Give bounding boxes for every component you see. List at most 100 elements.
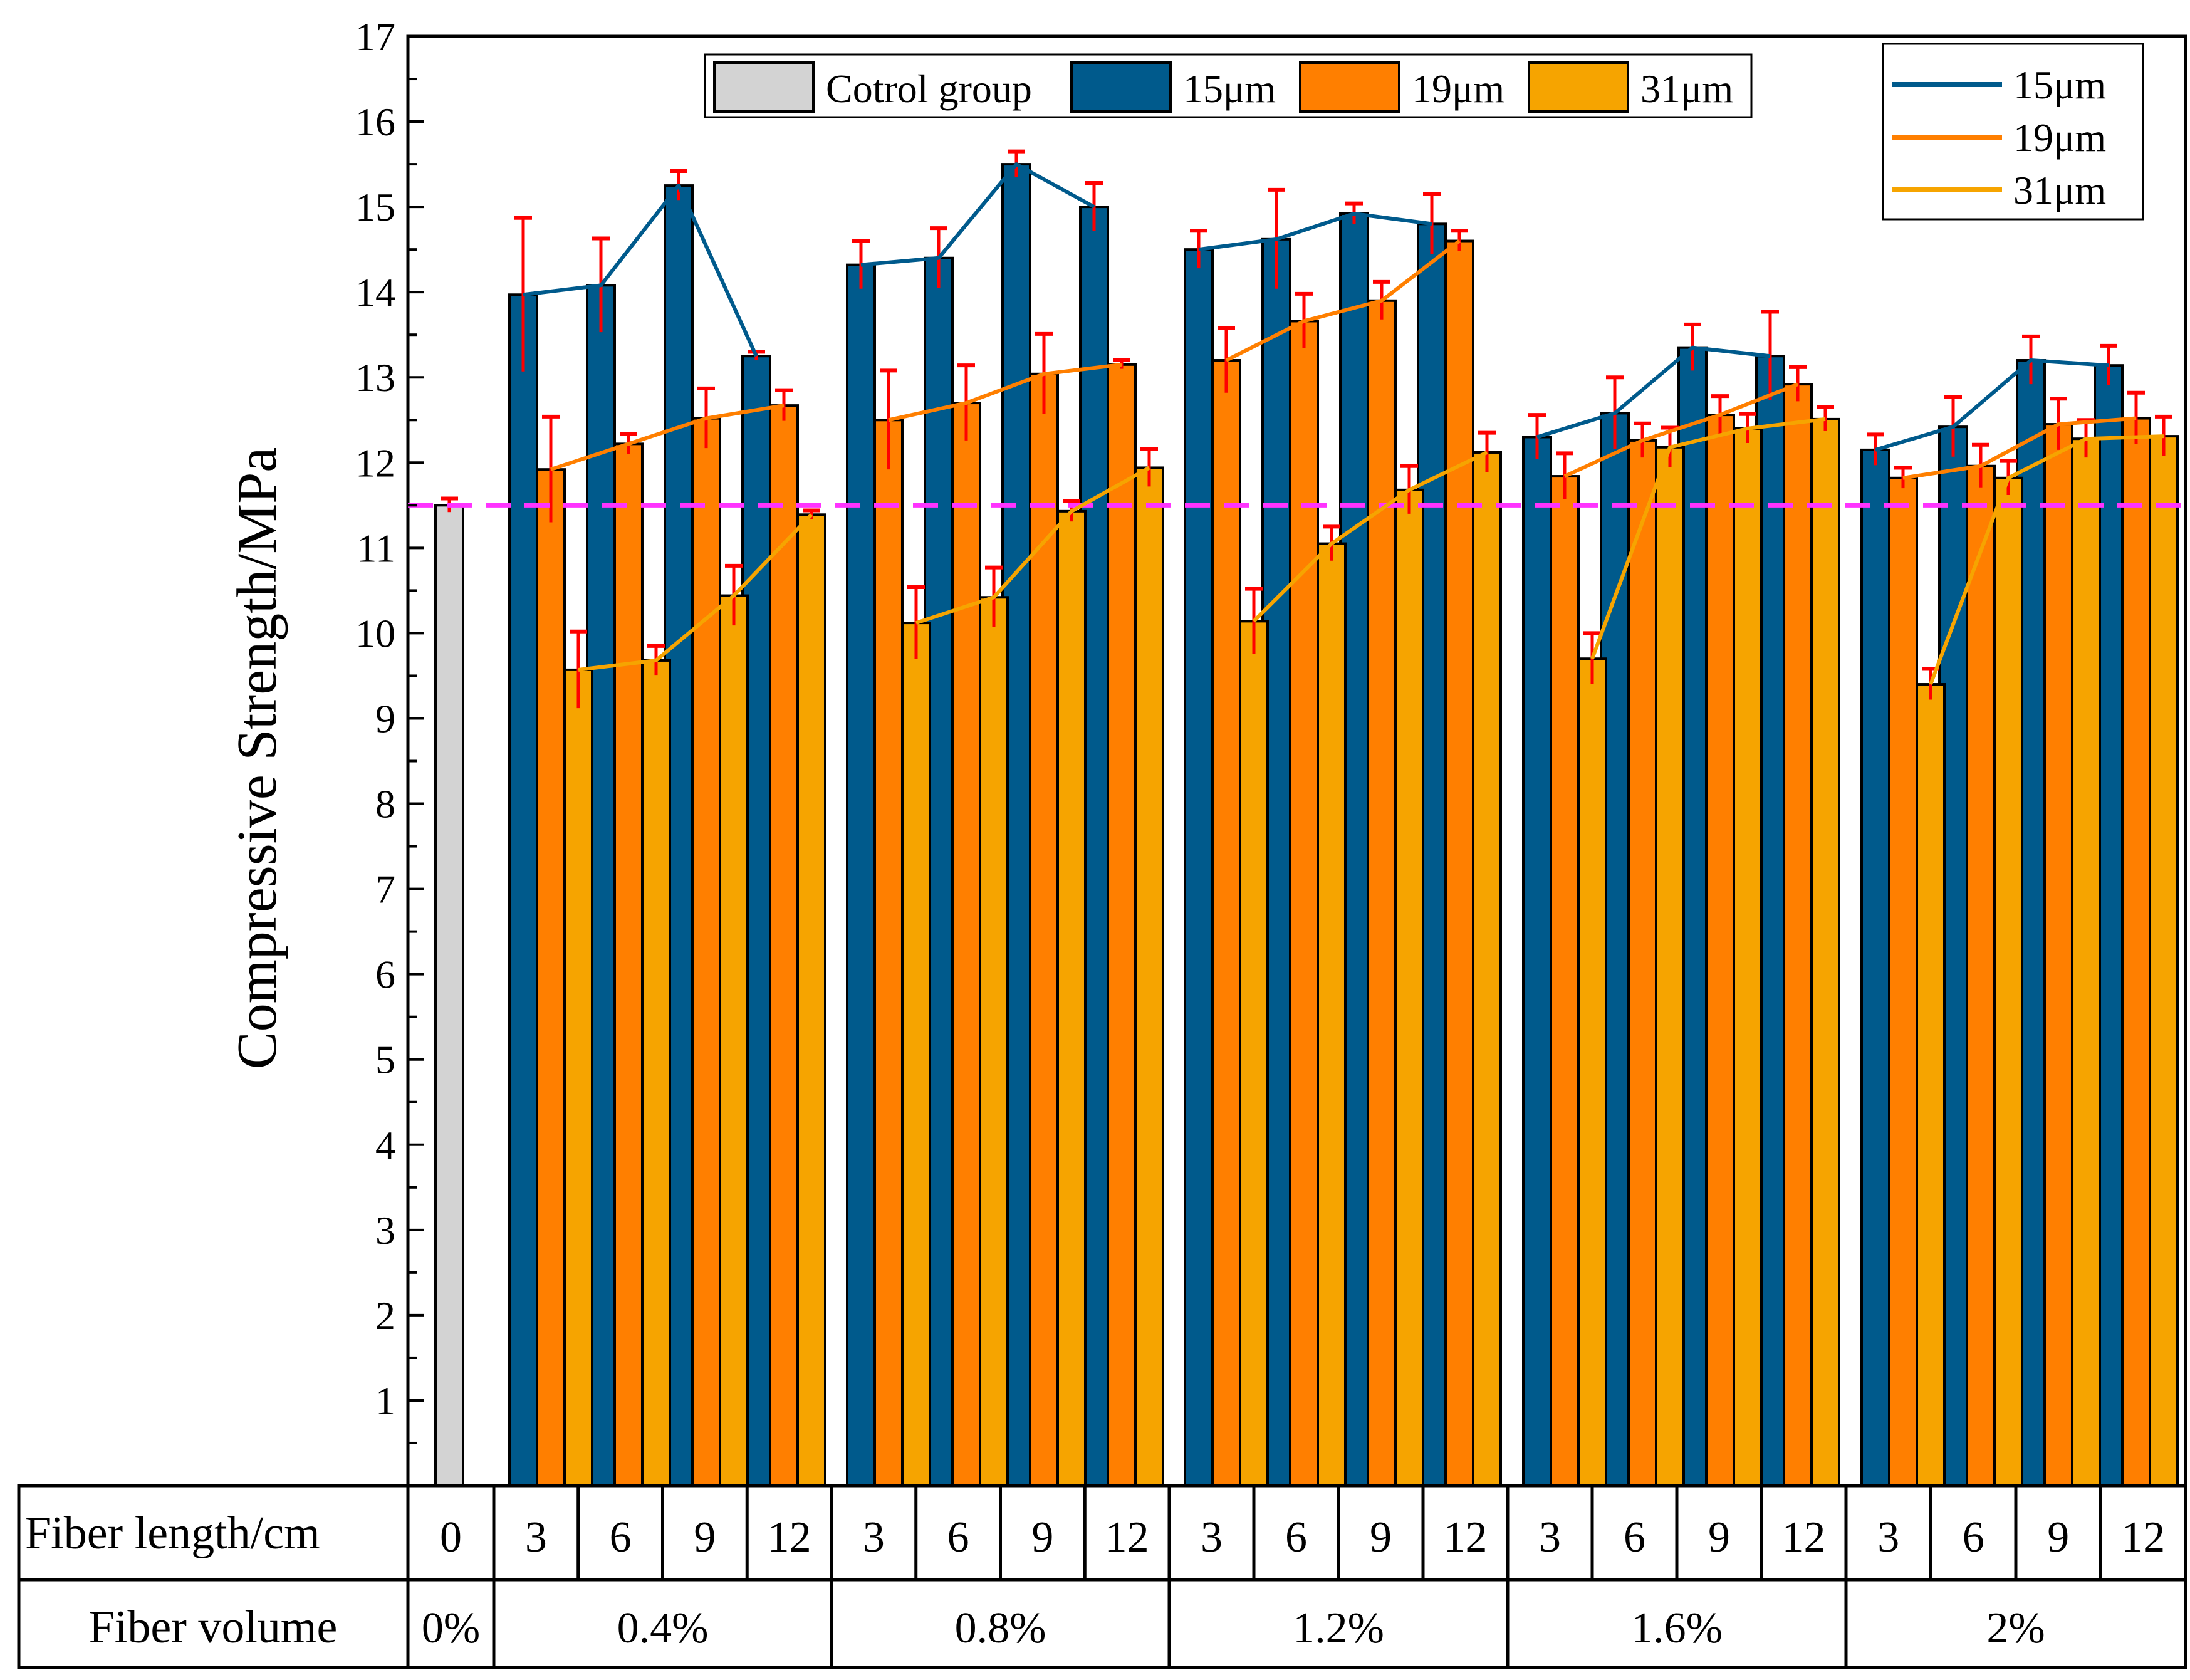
y-tick-label: 12 <box>355 441 395 485</box>
volume-label: 2% <box>1986 1604 2045 1652</box>
y-tick-label: 13 <box>355 355 395 400</box>
bar-19μm-0.8%-12 <box>1107 363 1137 1488</box>
bar-31μm-2%-9 <box>2071 437 2101 1487</box>
y-tick-label: 3 <box>375 1208 395 1253</box>
length-label: 6 <box>1624 1513 1645 1562</box>
error-bar <box>1583 631 1601 685</box>
bar-15μm-0.4%-3 <box>508 293 538 1488</box>
y-tick-label: 10 <box>355 611 395 655</box>
y-tick-label: 11 <box>357 526 395 570</box>
bar-19μm-0.4%-6 <box>613 442 644 1487</box>
bar-19μm-0.8%-6 <box>951 402 981 1487</box>
bar-31μm-2%-6 <box>1993 476 2023 1488</box>
bar-legend-label: 19μm <box>1412 66 1504 111</box>
table-frame <box>17 1484 2187 1669</box>
bar-19μm-2%-12 <box>2121 417 2151 1487</box>
length-label: 6 <box>1963 1513 1984 1562</box>
length-label: 9 <box>2047 1513 2069 1562</box>
bar-19μm-1.6%-9 <box>1705 414 1735 1487</box>
bar-31μm-1.6%-3 <box>1577 657 1607 1487</box>
series-line-19μm-1.2% <box>1225 239 1461 362</box>
bar-19μm-2%-3 <box>1888 476 1918 1488</box>
error-bar <box>2155 414 2172 456</box>
bar-31μm-1.2%-9 <box>1394 488 1424 1488</box>
series-line-31μm-1.6% <box>1590 417 1826 660</box>
bar-19μm-2%-6 <box>1966 464 1996 1487</box>
bar-19μm-1.2%-6 <box>1289 320 1319 1487</box>
bar-19μm-0.4%-3 <box>536 468 566 1487</box>
y-tick-label: 8 <box>375 782 395 827</box>
bar-legend-label: 31μm <box>1640 66 1733 111</box>
bar-31μm-1.6%-6 <box>1655 446 1685 1487</box>
y-tick-label: 15 <box>355 185 395 229</box>
length-label: 12 <box>2121 1513 2165 1562</box>
series-line-15μm-0.8% <box>860 162 1095 267</box>
bar-31μm-2%-3 <box>1916 683 1946 1487</box>
bar-19μm-0.8%-3 <box>873 419 904 1488</box>
line-legend-label: 31μm <box>2013 168 2106 212</box>
bar-legend: Cotrol group 15μm 19μm 31μm <box>704 53 1753 118</box>
volume-label: 0.4% <box>617 1604 709 1652</box>
bar-19μm-1.2%-3 <box>1211 359 1241 1487</box>
length-label: 3 <box>1539 1513 1561 1562</box>
y-tick-label: 17 <box>355 14 395 59</box>
table-row-label: Fiber volume <box>89 1602 338 1653</box>
bar-legend-swatch <box>1070 61 1172 113</box>
bar-31μm-1.2%-12 <box>1472 451 1502 1487</box>
series-line-15μm-2% <box>1875 358 2109 452</box>
bar-31μm-1.6%-12 <box>1810 417 1840 1487</box>
bar-19μm-1.6%-6 <box>1627 439 1657 1487</box>
bar-15μm-0.8%-3 <box>846 263 876 1487</box>
length-label: 12 <box>768 1513 811 1562</box>
series-line-31μm-1.2% <box>1252 451 1488 623</box>
y-tick-label: 2 <box>375 1293 395 1338</box>
line-legend-label: 15μm <box>2013 63 2106 107</box>
bar-19μm-2%-9 <box>2043 423 2073 1487</box>
bar-31μm-0.4%-3 <box>563 668 593 1487</box>
series-line-15μm-1.2% <box>1198 212 1432 252</box>
bar-31μm-1.2%-6 <box>1317 542 1347 1487</box>
length-label: 12 <box>1444 1513 1488 1562</box>
length-label: 3 <box>525 1513 547 1562</box>
bar-31μm-0.4%-12 <box>796 513 826 1487</box>
bar-31μm-1.6%-9 <box>1733 427 1763 1487</box>
length-label: 6 <box>1285 1513 1307 1562</box>
series-line-19μm-0.4% <box>550 404 785 472</box>
length-label: 3 <box>1877 1513 1899 1562</box>
series-line-31μm-0.4% <box>578 513 813 672</box>
bar-legend-swatch <box>713 61 815 113</box>
bar-31μm-0.4%-6 <box>641 659 671 1487</box>
y-tick-label: 4 <box>375 1123 395 1167</box>
series-line-19μm-0.8% <box>888 362 1122 422</box>
volume-label: 1.6% <box>1631 1604 1723 1652</box>
y-tick-label: 1 <box>375 1379 395 1423</box>
length-label: 12 <box>1105 1513 1149 1562</box>
bar-31μm-2%-12 <box>2149 435 2179 1488</box>
bar-19μm-0.4%-9 <box>691 417 721 1487</box>
bar-31μm-0.8%-9 <box>1056 509 1087 1487</box>
series-line-31μm-0.8% <box>915 466 1150 625</box>
y-tick-label: 14 <box>355 270 395 315</box>
volume-label: 0% <box>422 1604 480 1652</box>
bar-15μm-1.2%-3 <box>1184 248 1214 1487</box>
bar-31μm-1.2%-3 <box>1239 620 1269 1487</box>
length-label: 0 <box>440 1513 462 1562</box>
series-line-19μm-2% <box>1902 416 2137 480</box>
volume-label: 1.2% <box>1293 1604 1384 1652</box>
bar-31μm-0.4%-9 <box>719 594 749 1487</box>
volume-label: 0.8% <box>955 1604 1046 1652</box>
bar-19μm-1.2%-9 <box>1367 299 1397 1487</box>
length-label: 9 <box>1031 1513 1053 1562</box>
y-tick-label: 16 <box>355 100 395 144</box>
line-legend-label: 19μm <box>2013 115 2106 160</box>
length-label: 6 <box>947 1513 969 1562</box>
y-tick-label: 7 <box>375 867 395 912</box>
table-row-label: Fiber length/cm <box>25 1508 320 1559</box>
category-table: Fiber length/cm Fiber volume 0 0% 3 6 9 12 0.4% 3… <box>17 1484 2187 1669</box>
bar-15μm-2%-3 <box>1860 448 1890 1488</box>
bar-legend-label: Cotrol group <box>826 66 1032 111</box>
length-label: 9 <box>694 1513 716 1562</box>
length-label: 9 <box>1370 1513 1392 1562</box>
bar-19μm-1.2%-12 <box>1444 239 1474 1488</box>
